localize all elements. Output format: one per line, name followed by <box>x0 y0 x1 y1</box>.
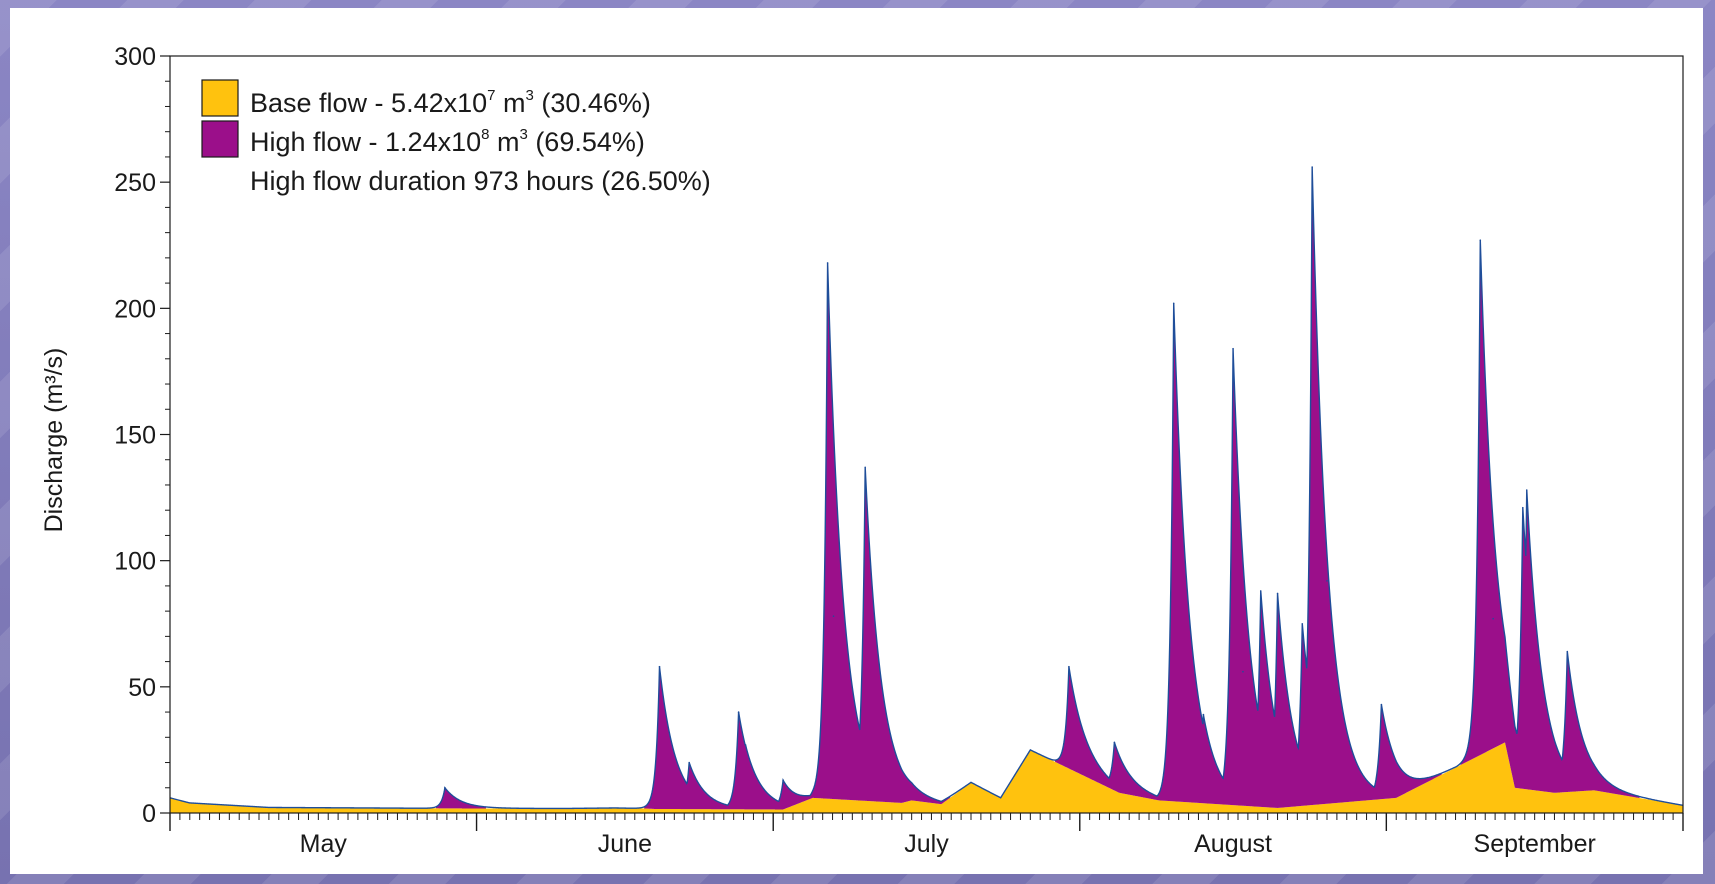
high-flow-peak-24 <box>1525 489 1528 491</box>
high-flow-peak-8 <box>864 466 866 469</box>
high-flow-peak-14 <box>1242 670 1244 673</box>
high-flow-peak-10 <box>1113 741 1116 744</box>
high-flow-peak-6 <box>826 262 829 264</box>
legend: Base flow - 5.42x107 m3 (30.46%) High fl… <box>201 79 711 196</box>
plot-area <box>169 166 1684 813</box>
base-flow-area <box>170 742 1683 813</box>
legend-base-unit-exp: 3 <box>525 87 533 104</box>
high-flow-area-3 <box>1460 240 1640 799</box>
legend-high-pct: (69.54%) <box>528 127 645 157</box>
legend-note-high-flow-duration: High flow duration 973 hours (26.50%) <box>250 166 711 196</box>
legend-high-exp: 8 <box>481 126 489 143</box>
y-tick-label-100: 100 <box>114 548 156 576</box>
high-flow-peak-22 <box>1492 617 1494 620</box>
high-flow-peak-3 <box>737 711 740 713</box>
x-month-label-august: August <box>1194 830 1272 858</box>
legend-base-exp: 7 <box>487 87 495 104</box>
y-tick-label-50: 50 <box>128 674 156 702</box>
high-flow-peak-20 <box>1380 703 1383 706</box>
y-tick-label-250: 250 <box>114 169 156 197</box>
x-month-label-july: July <box>904 830 949 858</box>
legend-base-text: Base flow - 5.42x10 <box>250 88 487 118</box>
y-tick-label-200: 200 <box>114 295 156 323</box>
high-flow-peak-12 <box>1202 713 1205 716</box>
axes: 0 50 100 150 200 250 300 May June July August Septe… <box>114 43 1684 858</box>
high-flow-peak-13 <box>1232 347 1234 350</box>
y-tick-label-300: 300 <box>114 43 156 71</box>
legend-high-unit: m <box>489 127 519 157</box>
high-flow-area-1 <box>644 262 951 810</box>
high-flow-area-0 <box>436 787 486 809</box>
legend-swatch-high-flow <box>201 120 239 158</box>
legend-label-base-flow: Base flow - 5.42x107 m3 (30.46%) <box>250 87 651 118</box>
legend-label-high-flow: High flow - 1.24x108 m3 (69.54%) <box>250 126 645 157</box>
y-tick-label-0: 0 <box>142 800 156 828</box>
high-flow-peak-0 <box>444 786 446 789</box>
high-flow-peak-1 <box>658 665 661 668</box>
legend-high-unit-exp: 3 <box>519 126 527 143</box>
legend-base-pct: (30.46%) <box>534 88 651 118</box>
high-flow-peak-18 <box>1311 166 1313 168</box>
high-flow-peak-19 <box>1326 580 1328 582</box>
legend-base-unit: m <box>495 88 525 118</box>
high-flow-peak-11 <box>1172 302 1175 305</box>
legend-high-text: High flow - 1.24x10 <box>250 127 481 157</box>
high-flow-peak-21 <box>1479 239 1482 241</box>
x-month-label-may: May <box>300 830 348 858</box>
legend-swatch-base-flow <box>201 79 239 117</box>
discharge-line <box>169 167 1684 810</box>
high-flow-peak-5 <box>782 779 784 781</box>
x-month-label-september: September <box>1474 830 1596 858</box>
x-month-label-june: June <box>598 830 652 858</box>
high-flow-peak-7 <box>832 615 835 617</box>
y-tick-label-150: 150 <box>114 422 156 450</box>
y-axis-title: Discharge (m³/s) <box>40 348 68 533</box>
high-flow-peak-4 <box>744 744 747 746</box>
high-flow-peak-15 <box>1259 590 1262 592</box>
high-flow-peak-2 <box>688 761 690 764</box>
high-flow-peak-17 <box>1301 622 1304 625</box>
high-flow-area-2 <box>1055 167 1442 808</box>
high-flow-peak-16 <box>1276 592 1279 595</box>
high-flow-peak-25 <box>1566 650 1569 653</box>
high-flow-peak-9 <box>1068 665 1070 668</box>
high-flow-peak-23 <box>1522 506 1524 509</box>
